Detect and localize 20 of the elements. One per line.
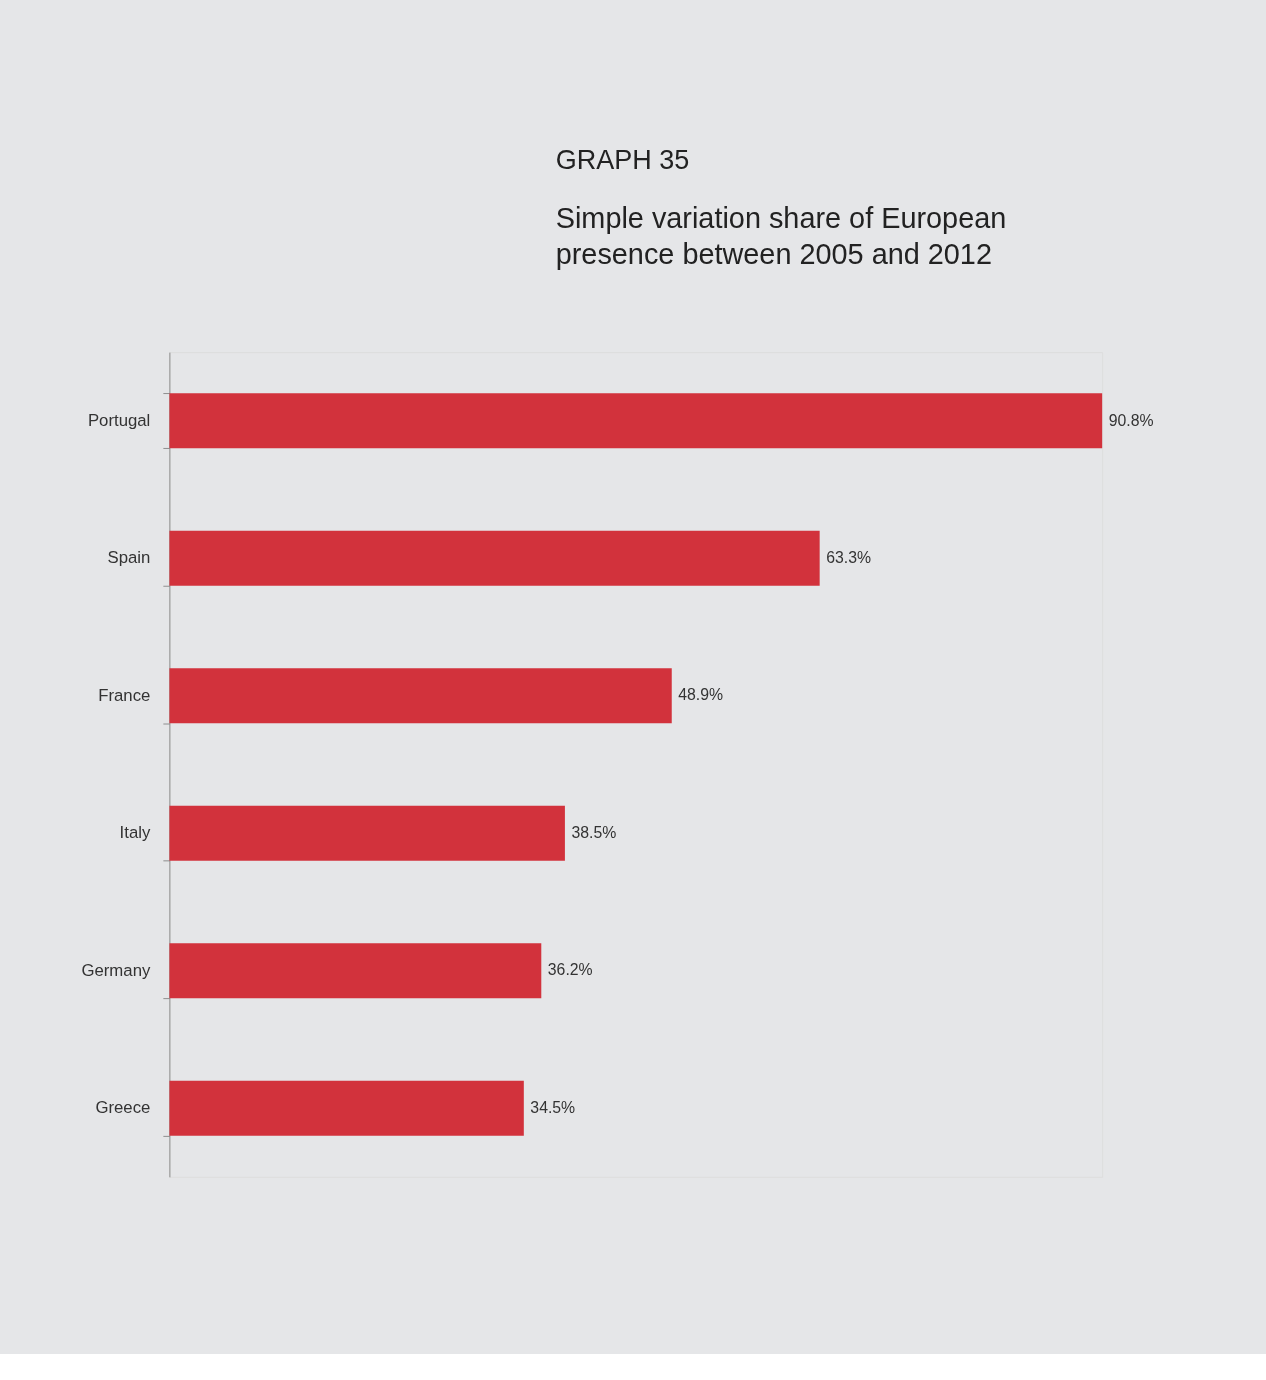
- data-label: 48.9%: [678, 686, 724, 704]
- data-label: 63.3%: [826, 548, 872, 566]
- data-label: 38.5%: [571, 823, 617, 841]
- bar: [169, 668, 672, 724]
- data-label: 36.2%: [547, 961, 593, 979]
- y-tick-label: France: [98, 685, 151, 705]
- y-tick-label: Portugal: [87, 410, 151, 430]
- bar: [169, 805, 565, 861]
- y-tick-label: Italy: [119, 823, 151, 843]
- chart-title: GRAPH 35: [555, 144, 690, 175]
- data-label: 34.5%: [530, 1098, 576, 1116]
- chart-subtitle: Simple variation share of European presence between 2005 and 2012: [555, 202, 1007, 270]
- bar: [169, 1080, 524, 1136]
- bar: [169, 530, 820, 586]
- bar: [169, 393, 1103, 449]
- y-tick-label: Germany: [81, 960, 151, 980]
- y-tick-label: Greece: [95, 1098, 151, 1118]
- bar: [169, 943, 542, 999]
- data-label: 90.8%: [1108, 411, 1154, 429]
- y-tick-label: Spain: [107, 548, 151, 568]
